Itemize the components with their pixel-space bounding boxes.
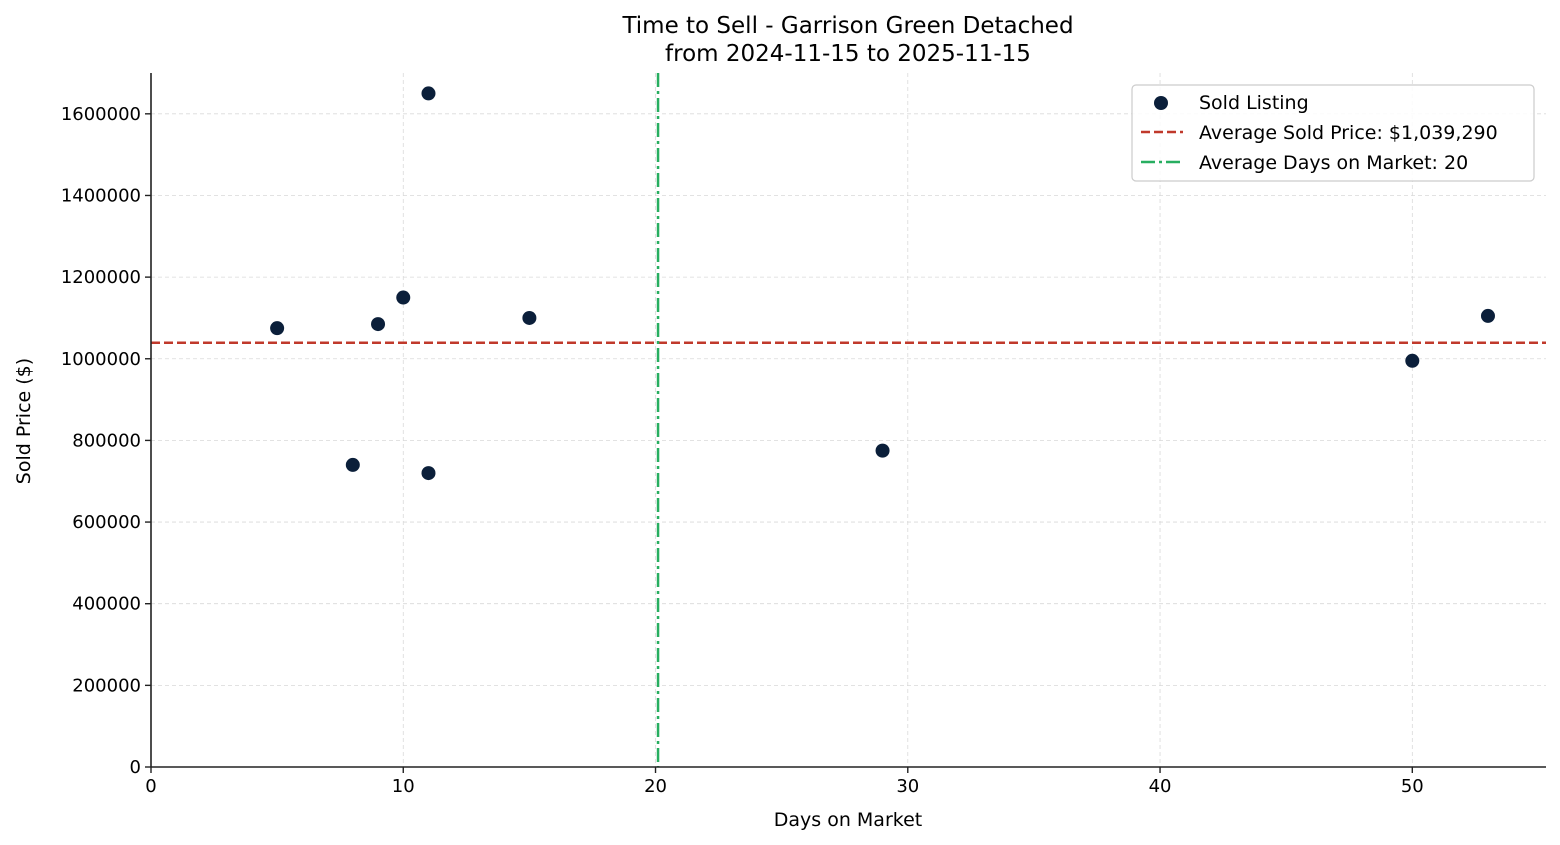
sold-listing-point [396,290,411,305]
y-tick-label: 800000 [72,430,141,451]
legend-label-avg-days: Average Days on Market: 20 [1199,152,1468,174]
x-tick-label: 20 [644,776,667,797]
legend-label-sold-listing: Sold Listing [1199,92,1309,114]
chart-title: Time to Sell - Garrison Green Detached [621,13,1073,39]
y-axis-label: Sold Price ($) [13,358,35,484]
axes [150,73,1546,768]
legend-label-avg-price: Average Sold Price: $1,039,290 [1199,122,1498,144]
y-tick-label: 600000 [72,512,141,533]
x-tick-label: 0 [145,776,156,797]
sold-listing-point [421,466,436,481]
y-tick-label: 1000000 [61,349,141,370]
sold-listing-point [875,443,890,458]
reference-lines [151,73,1546,767]
sold-listing-point [1480,308,1495,323]
y-tick-label: 0 [130,757,141,778]
y-axis-ticks: 0 200000 400000 600000 800000 1000000 1200000 1… [61,104,151,778]
sold-listing-point [345,457,360,472]
legend-marker-sold-listing [1154,96,1168,110]
sold-listing-point [522,310,537,325]
data-points [270,86,1495,481]
y-tick-label: 1400000 [61,185,141,206]
sold-listing-point [371,317,386,332]
sold-listing-point [421,86,436,101]
x-axis-label: Days on Market [774,809,922,831]
x-axis-ticks: 0 10 20 30 40 50 [145,767,1424,797]
y-tick-label: 400000 [72,594,141,615]
x-tick-label: 30 [896,776,919,797]
y-tick-label: 200000 [72,675,141,696]
sold-listing-point [270,321,285,336]
y-tick-label: 1600000 [61,104,141,125]
x-tick-label: 40 [1149,776,1172,797]
legend-box [1131,84,1535,182]
y-tick-label: 1200000 [61,267,141,288]
x-tick-label: 50 [1401,776,1424,797]
chart-subtitle: from 2024-11-15 to 2025-11-15 [665,41,1031,67]
sold-listing-point [1405,353,1420,368]
legend: Sold Listing Average Sold Price: $1,039,… [1131,84,1535,182]
x-tick-label: 10 [392,776,415,797]
